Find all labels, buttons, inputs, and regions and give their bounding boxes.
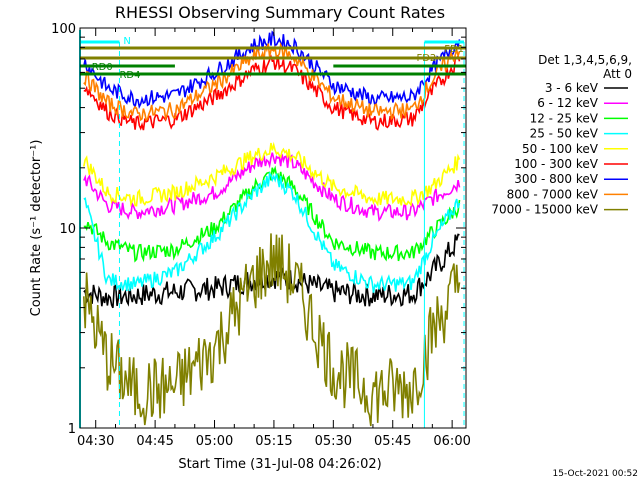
legend-label: 100 - 300 keV [514, 157, 598, 171]
legend-label: 25 - 50 keV [530, 127, 599, 141]
x-tick-label: 05:45 [374, 434, 411, 449]
plot-frame [79, 27, 467, 429]
x-axis-label: Start Time (31-Jul-08 04:26:02) [178, 457, 381, 472]
legend-label: 3 - 6 keV [545, 81, 599, 95]
series-line-2 [83, 165, 461, 263]
legend-header-line: Det 1,3,4,5,6,9, [538, 53, 632, 67]
y-tick-label: 10 [59, 222, 76, 237]
timestamp: 15-Oct-2021 00:52 [553, 469, 638, 479]
series-line-7 [83, 42, 461, 122]
annotation-rd0: RD0 [92, 62, 113, 73]
annotation-fd1: FD1 [444, 44, 464, 55]
x-tick-label: 04:30 [77, 434, 114, 449]
series-line-4 [83, 141, 461, 208]
legend-label: 800 - 7000 keV [507, 187, 599, 201]
chart-title: RHESSI Observing Summary Count Rates [115, 3, 445, 22]
y-tick-label: 1 [68, 422, 76, 437]
series-line-3 [83, 171, 461, 293]
y-tick-label: 100 [51, 22, 76, 37]
x-tick-label: 05:30 [315, 434, 352, 449]
series-lines [83, 30, 461, 427]
legend-label: 50 - 100 keV [522, 142, 599, 156]
x-tick-label: 06:00 [433, 434, 470, 449]
y-axis-label: Count Rate (s⁻¹ detector⁻¹) [29, 140, 44, 317]
legend-label: 6 - 12 keV [537, 96, 599, 110]
x-tick-label: 05:15 [255, 434, 292, 449]
annotation-n: N [123, 36, 130, 47]
legend-label: 12 - 25 keV [530, 111, 599, 125]
series-line-1 [83, 151, 461, 222]
x-tick-label: 05:00 [196, 434, 233, 449]
annotation-fd2: FD2 [416, 53, 436, 64]
legend-label: 7000 - 15000 keV [491, 203, 598, 217]
x-axis: 04:30 04:45 05:00 05:15 05:30 05:45 06:00 [77, 28, 471, 449]
series-line-8 [83, 233, 461, 427]
overlays: N RD0 RD4 FD1 FD2 [79, 30, 466, 428]
annotation-rd4: RD4 [119, 70, 140, 81]
legend-label: 300 - 800 keV [514, 172, 598, 186]
series-line-6 [83, 30, 461, 110]
x-tick-label: 04:45 [136, 434, 173, 449]
y-axis: 1 10 100 [51, 22, 466, 437]
legend-header-line: Att 0 [603, 67, 632, 81]
